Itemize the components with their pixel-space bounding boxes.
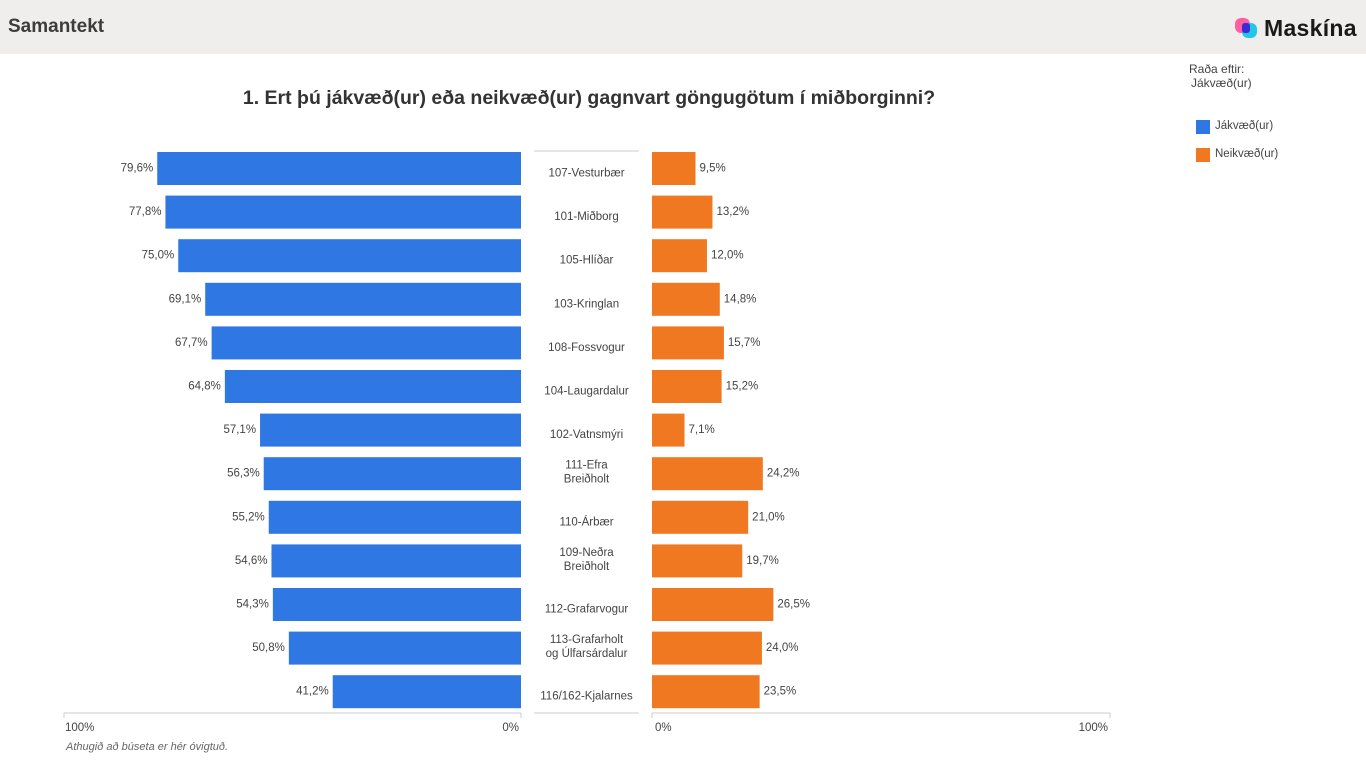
data-label-negative: 24,0% (766, 642, 799, 654)
data-label-negative: 21,0% (752, 511, 785, 523)
category-label: 116/162-Kjalarnes (540, 691, 633, 703)
data-label-positive: 69,1% (169, 293, 202, 305)
bar-positive (332, 675, 521, 709)
data-label-positive: 57,1% (223, 424, 256, 436)
left-axis-tick-label: 100% (65, 722, 94, 734)
legend-swatch-positive (1196, 120, 1210, 134)
bar-positive (157, 152, 521, 185)
category-label: 111-Efra Breiðholt (564, 460, 610, 486)
category-label: 101-Miðborg (554, 211, 619, 223)
data-label-positive: 64,8% (188, 381, 221, 393)
data-label-negative: 9,5% (700, 163, 726, 175)
data-label-negative: 15,7% (728, 337, 761, 349)
bar-negative (652, 413, 685, 447)
bar-positive (288, 631, 521, 665)
bar-negative (652, 457, 763, 491)
sort-label: Raða eftir: (1189, 62, 1245, 76)
data-label-positive: 54,3% (236, 599, 269, 611)
page-title: Samantekt (8, 16, 105, 37)
data-label-negative: 12,0% (711, 250, 744, 262)
bar-positive (263, 457, 521, 491)
bar-negative (652, 370, 722, 403)
category-label: 109-Neðra Breiðholt (559, 547, 614, 573)
data-label-positive: 77,8% (129, 206, 162, 218)
bar-positive (224, 370, 521, 403)
category-label: 105-Hlíðar (560, 255, 614, 267)
bar-negative (652, 500, 749, 534)
footnote: Athugið að búseta er hér óvigtuð. (66, 741, 229, 753)
category-label: 107-Vesturbær (548, 168, 624, 180)
data-label-positive: 50,8% (252, 642, 285, 654)
bar-negative (652, 588, 774, 621)
category-label: 112-Grafarvogur (545, 604, 629, 616)
data-label-positive: 79,6% (121, 163, 154, 175)
chart-title: 1. Ert þú jákvæð(ur) eða neikvæð(ur) gag… (242, 87, 936, 109)
data-label-negative: 23,5% (764, 686, 797, 698)
category-label: 108-Fossvogur (548, 342, 625, 354)
bar-negative (652, 152, 696, 185)
data-label-negative: 14,8% (724, 293, 757, 305)
bar-positive (268, 500, 521, 534)
left-axis-tick-label: 0% (502, 722, 519, 734)
right-axis-tick-label: 100% (1079, 722, 1108, 734)
bar-negative (652, 282, 720, 316)
data-label-negative: 24,2% (767, 468, 800, 480)
bar-positive (205, 282, 521, 316)
category-label: 110-Árbær (559, 515, 613, 528)
legend-swatch-negative (1196, 148, 1210, 162)
bar-negative (652, 675, 760, 709)
logo-text: Maskína (1264, 15, 1357, 41)
bar-positive (271, 544, 521, 578)
bar-positive (260, 413, 521, 447)
category-label: 104-Laugardalur (544, 386, 629, 398)
bar-positive (211, 326, 521, 360)
data-label-positive: 75,0% (142, 250, 175, 262)
header-bar: Samantekt Maskína (0, 0, 1366, 54)
category-label: 102-Vatnsmýri (550, 429, 623, 441)
bar-positive (165, 195, 522, 229)
category-label: 103-Kringlan (554, 298, 619, 310)
data-label-positive: 67,7% (175, 337, 208, 349)
bar-positive (178, 239, 521, 273)
sort-value[interactable]: Jákvæð(ur) (1191, 76, 1252, 90)
data-label-negative: 15,2% (726, 381, 759, 393)
bar-positive (272, 588, 521, 621)
category-label: 113-Grafarholt og Úlfarsárdalur (546, 634, 628, 660)
bar-negative (652, 631, 762, 665)
bar-negative (652, 326, 724, 360)
data-label-positive: 54,6% (235, 555, 268, 567)
bar-negative (652, 239, 707, 273)
data-label-negative: 7,1% (689, 424, 715, 436)
legend-label-positive: Jákvæð(ur) (1215, 120, 1274, 132)
data-label-positive: 55,2% (232, 511, 265, 523)
legend-label-negative: Neikvæð(ur) (1215, 148, 1279, 160)
data-label-negative: 26,5% (777, 599, 810, 611)
bar-negative (652, 195, 713, 229)
maskina-logo-icon (1235, 18, 1257, 38)
data-label-positive: 56,3% (227, 468, 260, 480)
data-label-positive: 41,2% (296, 686, 329, 698)
brand-logo: Maskína (1234, 13, 1364, 43)
data-label-negative: 19,7% (746, 555, 779, 567)
data-label-negative: 13,2% (716, 206, 749, 218)
right-axis-tick-label: 0% (655, 722, 672, 734)
bar-negative (652, 544, 743, 578)
